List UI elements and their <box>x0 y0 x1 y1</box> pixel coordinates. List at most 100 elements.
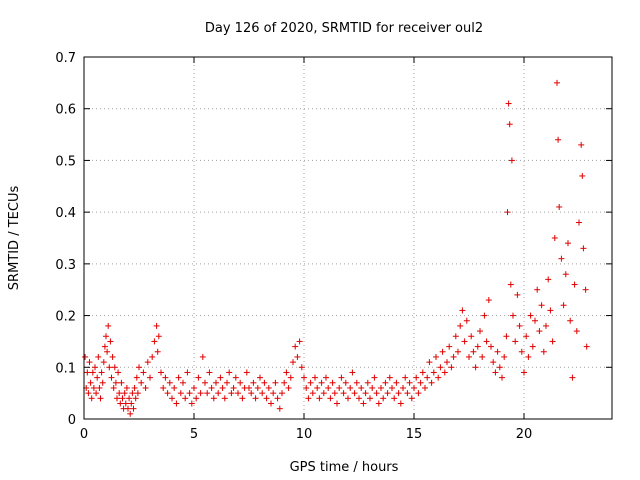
data-point <box>512 338 519 345</box>
plot-frame <box>83 56 613 420</box>
data-point <box>208 384 215 391</box>
data-point <box>521 369 527 376</box>
data-point <box>327 395 334 402</box>
data-point <box>134 390 141 397</box>
data-point <box>320 390 327 397</box>
data-point <box>439 348 446 355</box>
data-point <box>342 379 349 386</box>
data-point <box>510 312 516 319</box>
data-point <box>323 374 329 381</box>
data-point <box>228 390 235 397</box>
data-point <box>254 384 261 391</box>
data-point <box>367 395 373 402</box>
data-point <box>133 374 140 381</box>
data-point <box>373 390 380 397</box>
data-point <box>316 395 323 402</box>
data-point <box>186 390 193 397</box>
data-point <box>499 374 505 381</box>
data-point <box>380 395 387 402</box>
data-point <box>237 379 244 386</box>
data-point <box>107 338 114 345</box>
data-point <box>263 395 270 402</box>
data-point <box>158 369 164 376</box>
data-point <box>89 369 96 376</box>
data-point <box>202 379 208 386</box>
data-point <box>301 374 307 381</box>
data-point <box>506 121 513 128</box>
data-point <box>132 395 139 402</box>
data-point <box>281 379 288 386</box>
data-point <box>441 369 448 376</box>
data-point <box>408 395 415 402</box>
data-point <box>508 157 515 164</box>
data-point <box>162 374 169 381</box>
data-point <box>164 390 171 397</box>
data-point <box>121 390 128 397</box>
data-point <box>88 395 95 402</box>
data-point <box>191 384 197 391</box>
y-tick-label: 0.7 <box>55 51 76 66</box>
data-point <box>261 379 268 386</box>
y-tick-label: 0.2 <box>55 310 76 325</box>
data-point <box>99 379 106 386</box>
data-point <box>555 136 562 143</box>
x-tick-label: 5 <box>190 427 198 442</box>
data-point <box>272 379 279 386</box>
data-point <box>270 390 277 397</box>
data-point <box>579 172 586 179</box>
data-point <box>131 384 138 391</box>
data-point <box>450 353 457 360</box>
data-point <box>147 374 153 381</box>
data-point <box>105 322 112 329</box>
data-point <box>435 374 442 381</box>
data-point <box>578 141 585 148</box>
data-point <box>318 379 325 386</box>
data-point <box>109 353 116 360</box>
data-point <box>210 395 217 402</box>
data-point <box>303 384 310 391</box>
data-point <box>558 255 565 262</box>
data-point <box>538 302 545 309</box>
data-point <box>488 343 494 350</box>
data-point <box>93 390 100 397</box>
data-point <box>516 322 523 329</box>
data-point <box>122 400 129 407</box>
data-point <box>504 209 511 216</box>
data-point <box>296 338 303 345</box>
data-point <box>114 395 120 402</box>
data-point <box>417 379 424 386</box>
data-point <box>246 384 252 391</box>
data-point <box>106 364 113 371</box>
data-point <box>505 100 512 107</box>
data-point <box>351 390 358 397</box>
data-point <box>397 400 404 407</box>
data-point <box>274 395 281 402</box>
data-point <box>215 390 222 397</box>
data-point <box>345 395 351 402</box>
data-point <box>562 271 569 278</box>
data-point <box>428 379 435 386</box>
data-point <box>378 384 384 391</box>
data-point <box>391 395 398 402</box>
data-point <box>518 348 525 355</box>
data-point <box>329 379 336 386</box>
data-point <box>551 235 558 241</box>
data-point <box>129 390 136 397</box>
data-point <box>82 353 89 360</box>
data-point <box>364 379 371 386</box>
data-point <box>305 395 312 402</box>
data-point <box>153 322 160 329</box>
data-point <box>224 379 230 386</box>
data-point <box>136 364 142 371</box>
data-point <box>182 395 189 402</box>
data-point <box>400 384 406 391</box>
data-point <box>149 353 156 360</box>
data-point <box>375 400 382 407</box>
x-tick-label: 10 <box>296 427 313 442</box>
data-point <box>490 359 497 366</box>
data-point <box>340 390 347 397</box>
data-point <box>283 369 290 376</box>
data-point <box>576 219 582 226</box>
data-point <box>415 390 422 397</box>
data-point <box>459 307 466 314</box>
